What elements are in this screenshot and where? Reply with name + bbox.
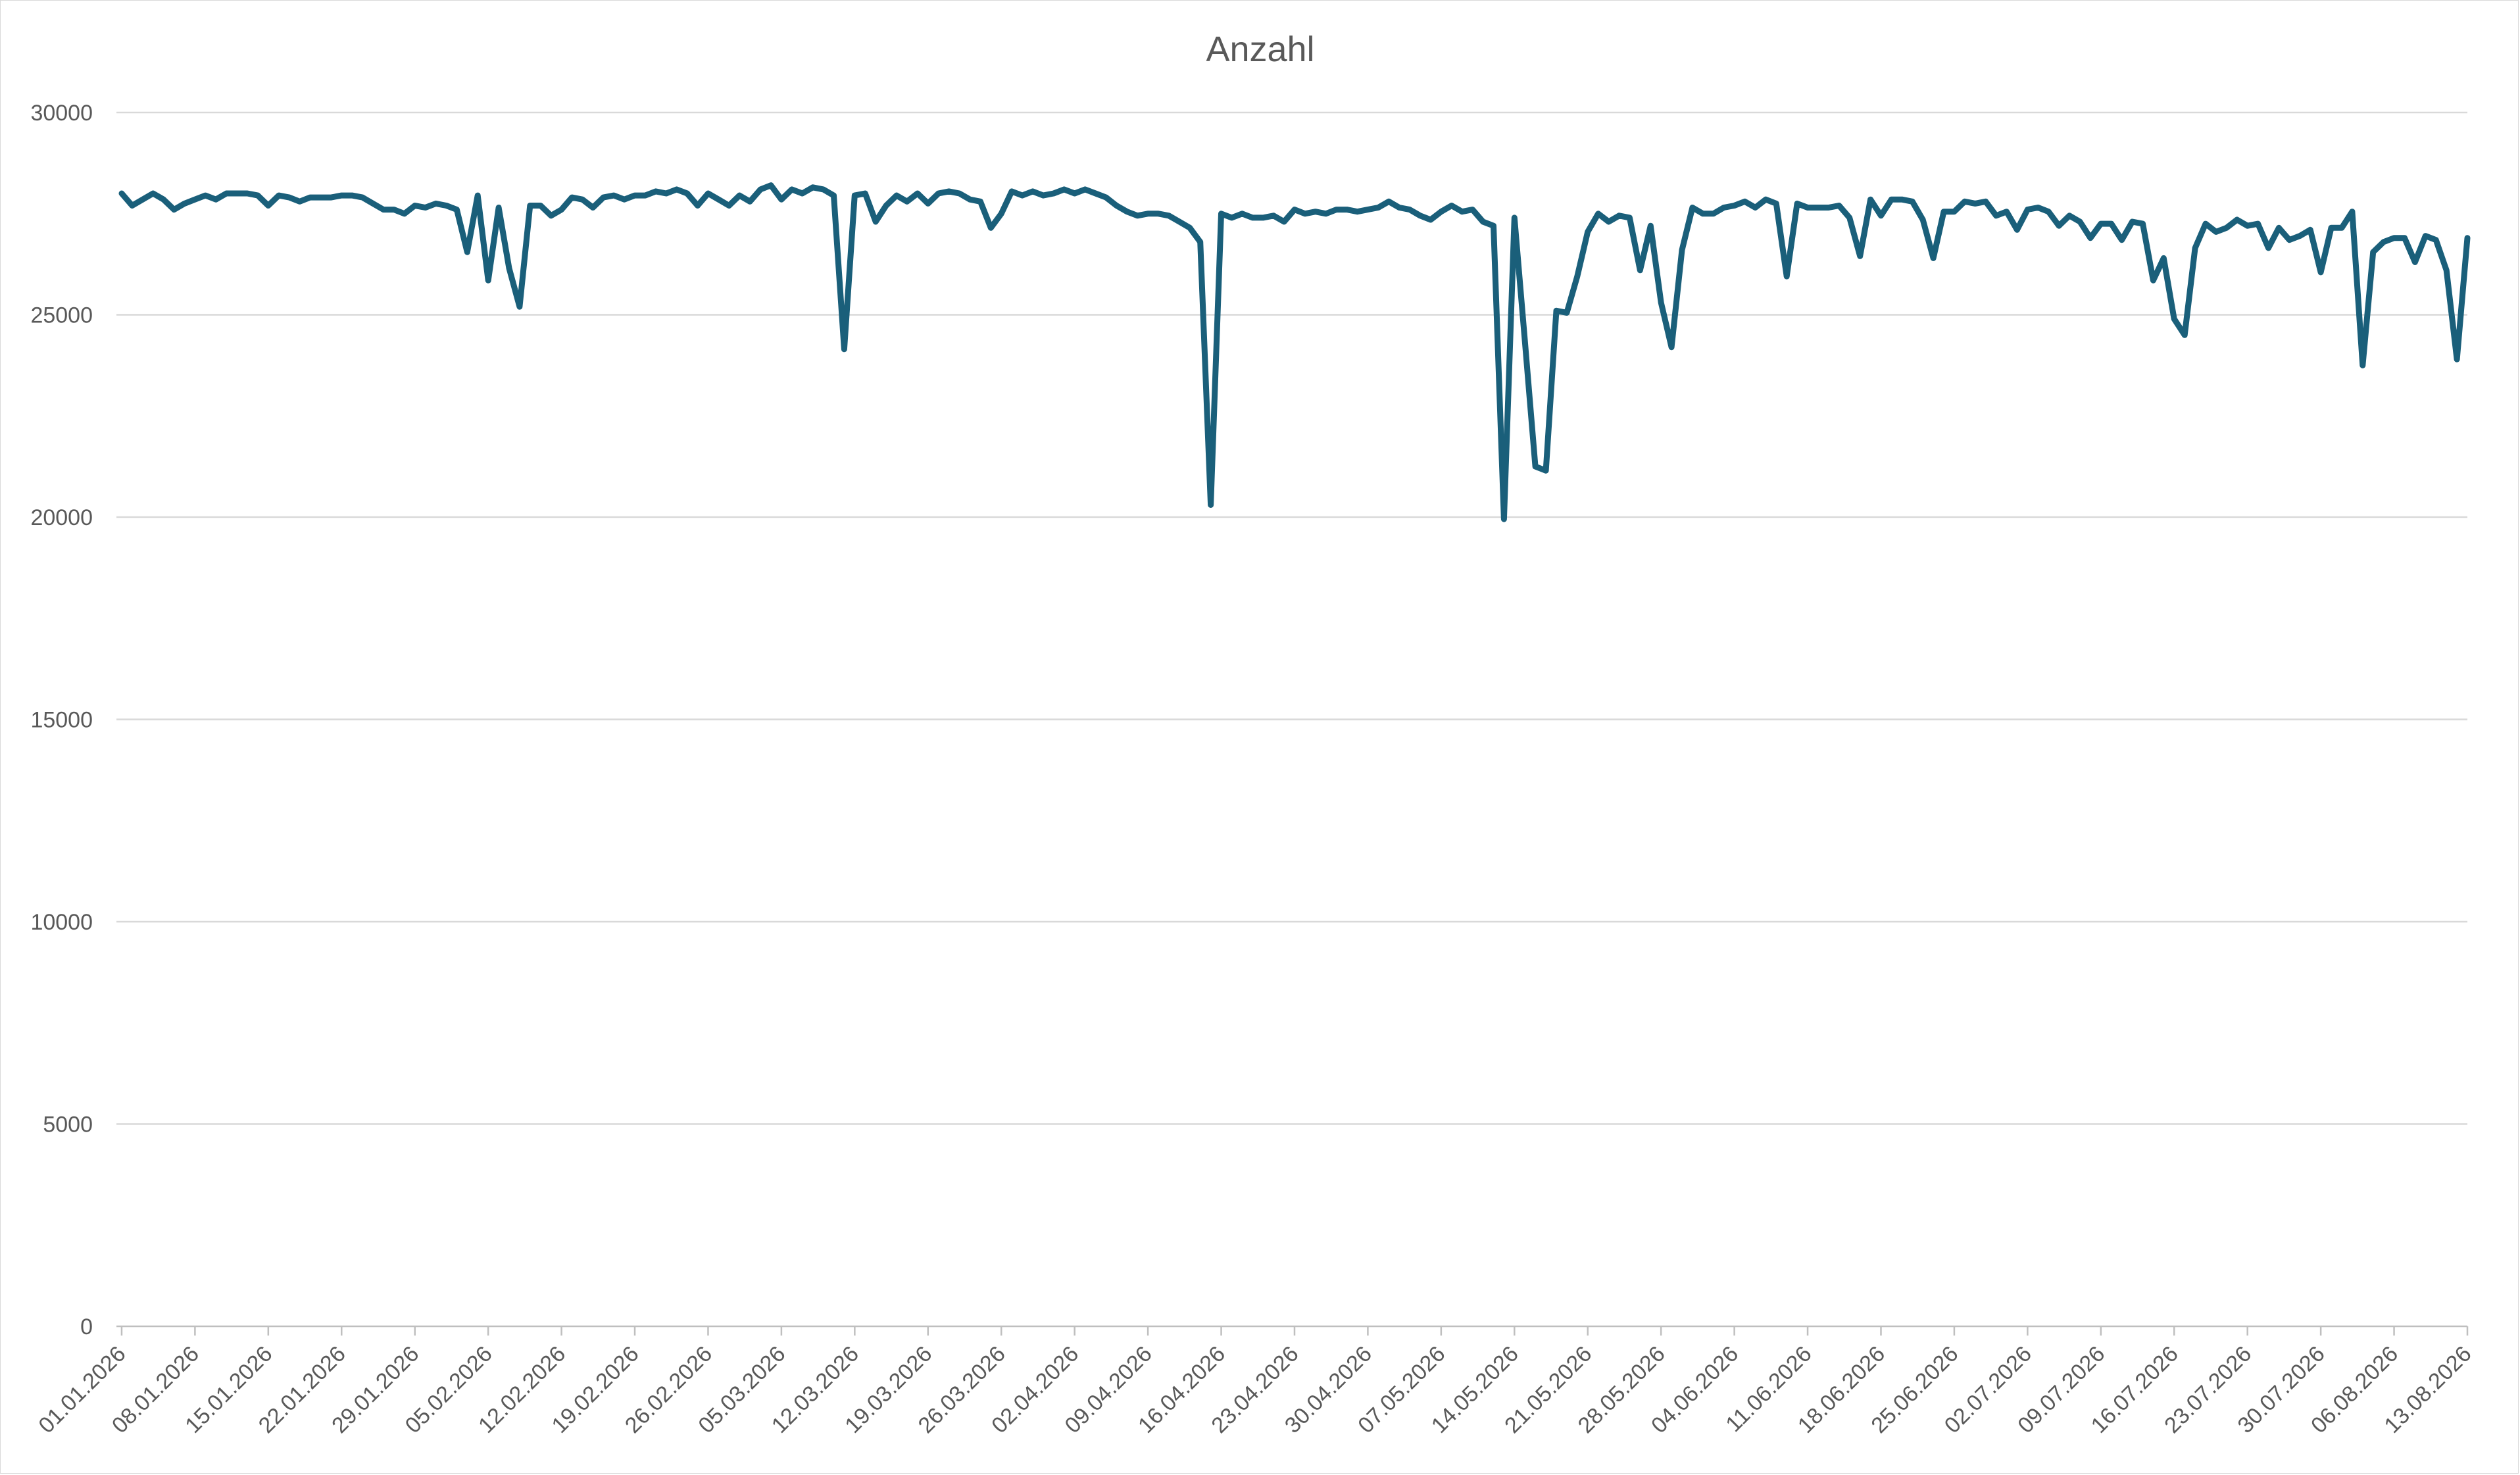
y-tick-label: 30000 [30, 101, 93, 126]
chart-title: Anzahl [1206, 30, 1314, 69]
series-line [118, 182, 2471, 522]
series-layer [118, 182, 2471, 522]
y-tick-label: 10000 [30, 910, 93, 935]
x-axis: 01.01.202608.01.202615.01.202622.01.2026… [34, 1325, 2477, 1438]
gridlines [116, 111, 2467, 1125]
y-tick-label: 20000 [30, 505, 93, 530]
y-axis-tick-labels: 0 5000 10000 15000 20000 25000 30000 [30, 101, 93, 1339]
y-tick-label: 15000 [30, 708, 93, 733]
y-tick-label: 0 [80, 1314, 93, 1339]
y-tick-label: 5000 [43, 1112, 93, 1138]
y-tick-label: 25000 [30, 303, 93, 328]
